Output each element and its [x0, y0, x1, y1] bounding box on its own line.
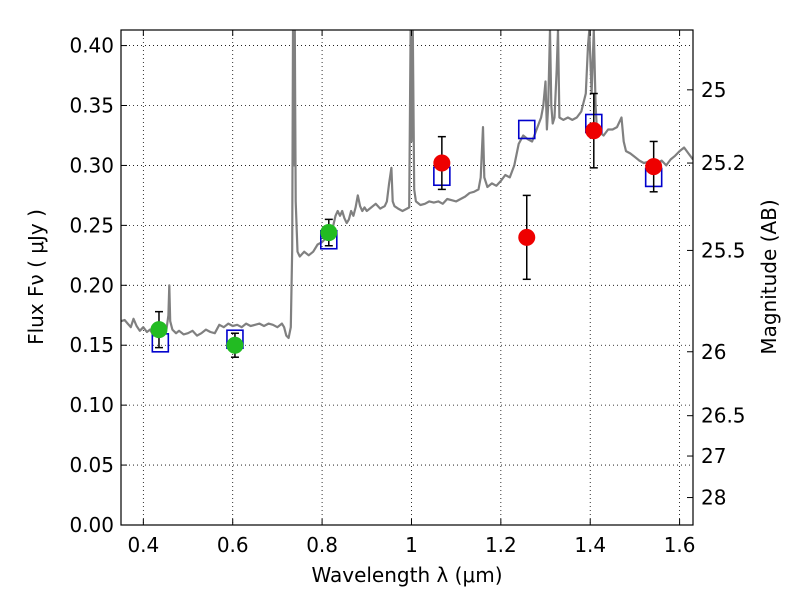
- observed-flux-point: [433, 154, 451, 172]
- y2-tick-label: 28: [701, 486, 726, 510]
- observed-flux-point: [320, 224, 338, 242]
- plot-frame: [120, 29, 694, 526]
- ticks: 0.4 0.6 0.8 1 1.2 1.4 1.6 0.00 0.05 0.10 0.15 0.20 0…: [69, 30, 746, 557]
- y-tick-label: 0.35: [69, 94, 114, 118]
- y2-tick-label: 26: [701, 340, 726, 364]
- model-spectrum-line: [121, 30, 693, 340]
- y-tick-label: 0.20: [69, 273, 114, 297]
- x-tick-label: 0.8: [306, 533, 338, 557]
- x-tick-label: 0.6: [217, 533, 249, 557]
- x-tick-label: 1.6: [664, 533, 696, 557]
- observed-flux-point: [226, 336, 244, 354]
- grid: [121, 30, 693, 526]
- y-tick-label: 0.15: [69, 333, 114, 357]
- plot-area: [121, 30, 693, 358]
- x-tick-label: 1: [405, 533, 418, 557]
- y2-tick-label: 26.5: [701, 404, 746, 428]
- y-tick-label: 0.05: [69, 453, 114, 477]
- y2-tick-label: 25: [701, 78, 726, 102]
- observed-flux-point: [585, 122, 603, 140]
- x-tick-label: 1.4: [574, 533, 606, 557]
- y2-tick-label: 25.2: [701, 151, 746, 175]
- y-axis-label: Flux Fν ( μJy ): [24, 209, 48, 345]
- y2-tick-label: 27: [701, 444, 726, 468]
- x-axis-label: Wavelength λ (μm): [311, 563, 502, 587]
- observed-flux-point: [518, 228, 536, 246]
- y-tick-label: 0.30: [69, 153, 114, 177]
- y2-axis-label: Magnitude (AB): [757, 199, 781, 354]
- model-photometry-square: [517, 119, 536, 140]
- observed-flux-point: [150, 321, 168, 339]
- y-tick-label: 0.40: [69, 34, 114, 58]
- observed-flux-point: [645, 158, 663, 176]
- y-tick-label: 0.00: [69, 513, 114, 537]
- y-tick-label: 0.10: [69, 393, 114, 417]
- y-tick-label: 0.25: [69, 213, 114, 237]
- y2-tick-label: 25.5: [701, 238, 746, 262]
- x-tick-label: 1.2: [485, 533, 517, 557]
- x-tick-label: 0.4: [127, 533, 159, 557]
